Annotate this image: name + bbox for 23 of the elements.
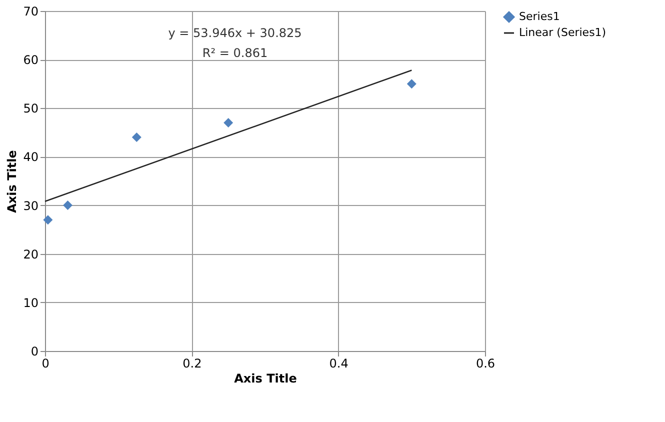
x-axis-title: Axis Title xyxy=(234,372,297,386)
legend-label: Series1 xyxy=(519,10,560,23)
y-tick-label: 50 xyxy=(23,102,38,116)
y-tick-label: 30 xyxy=(23,198,38,213)
y-tick-label: 10 xyxy=(23,296,38,310)
point xyxy=(43,215,53,225)
legend-label: Linear (Series1) xyxy=(519,26,606,39)
y-tick-label: 70 xyxy=(23,4,38,18)
x-tick-label: 0.4 xyxy=(329,356,348,370)
y-tick-label: 0 xyxy=(30,344,38,358)
x-tick-label: 0.2 xyxy=(182,356,202,370)
x-tick-label: 0.6 xyxy=(476,356,496,370)
y-tick-label: 60 xyxy=(23,53,38,68)
annotation: y = 53.946x + 30.825 xyxy=(168,26,302,40)
point xyxy=(224,118,234,128)
x-tick-label: 0 xyxy=(42,356,50,370)
point xyxy=(406,79,416,89)
annotation: R² = 0.861 xyxy=(202,46,268,60)
y-tick-label: 40 xyxy=(23,150,38,164)
y-axis-title: Axis Title xyxy=(5,150,20,213)
y-tick-label: 20 xyxy=(23,247,38,262)
point xyxy=(62,200,72,210)
point xyxy=(132,132,142,142)
